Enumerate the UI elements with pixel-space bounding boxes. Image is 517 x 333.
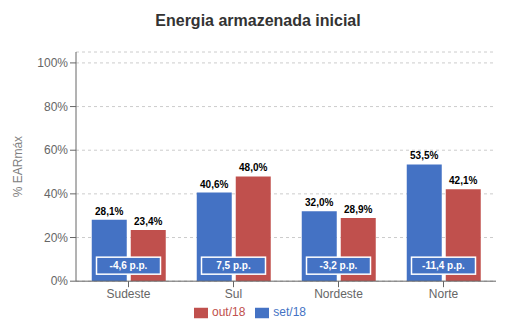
svg-text:48,0%: 48,0% [239,162,267,173]
html-text:Energia armazenada inicial: Energia armazenada inicial [155,12,361,29]
svg-text:% EARmáx: % EARmáx [11,136,25,197]
svg-text:40,6%: 40,6% [200,179,228,190]
svg-text:Sudeste: Sudeste [106,287,150,301]
svg-text:20%: 20% [44,231,68,245]
svg-text:Sul: Sul [225,287,242,301]
svg-text:Norte: Norte [429,287,459,301]
svg-text:42,1%: 42,1% [449,175,477,186]
svg-text:40%: 40% [44,187,68,201]
svg-text:80%: 80% [44,100,68,114]
html-text:set/18: set/18 [273,305,306,320]
svg-text:-3,2 p.p.: -3,2 p.p. [320,260,358,271]
svg-text:Nordeste: Nordeste [314,287,363,301]
svg-text:7,5 p.p.: 7,5 p.p. [216,260,251,271]
svg-text:23,4%: 23,4% [134,216,162,227]
svg-text:28,1%: 28,1% [95,206,123,217]
svg-text:60%: 60% [44,143,68,157]
svg-text:0%: 0% [51,274,69,288]
svg-text:32,0%: 32,0% [305,197,333,208]
svg-text:28,9%: 28,9% [344,204,372,215]
svg-text:100%: 100% [37,56,68,70]
svg-text:-4,6 p.p.: -4,6 p.p. [110,260,148,271]
svg-text:-11,4 p.p.: -11,4 p.p. [422,260,465,271]
svg-text:53,5%: 53,5% [410,150,438,161]
html-text:out/18: out/18 [212,305,246,320]
